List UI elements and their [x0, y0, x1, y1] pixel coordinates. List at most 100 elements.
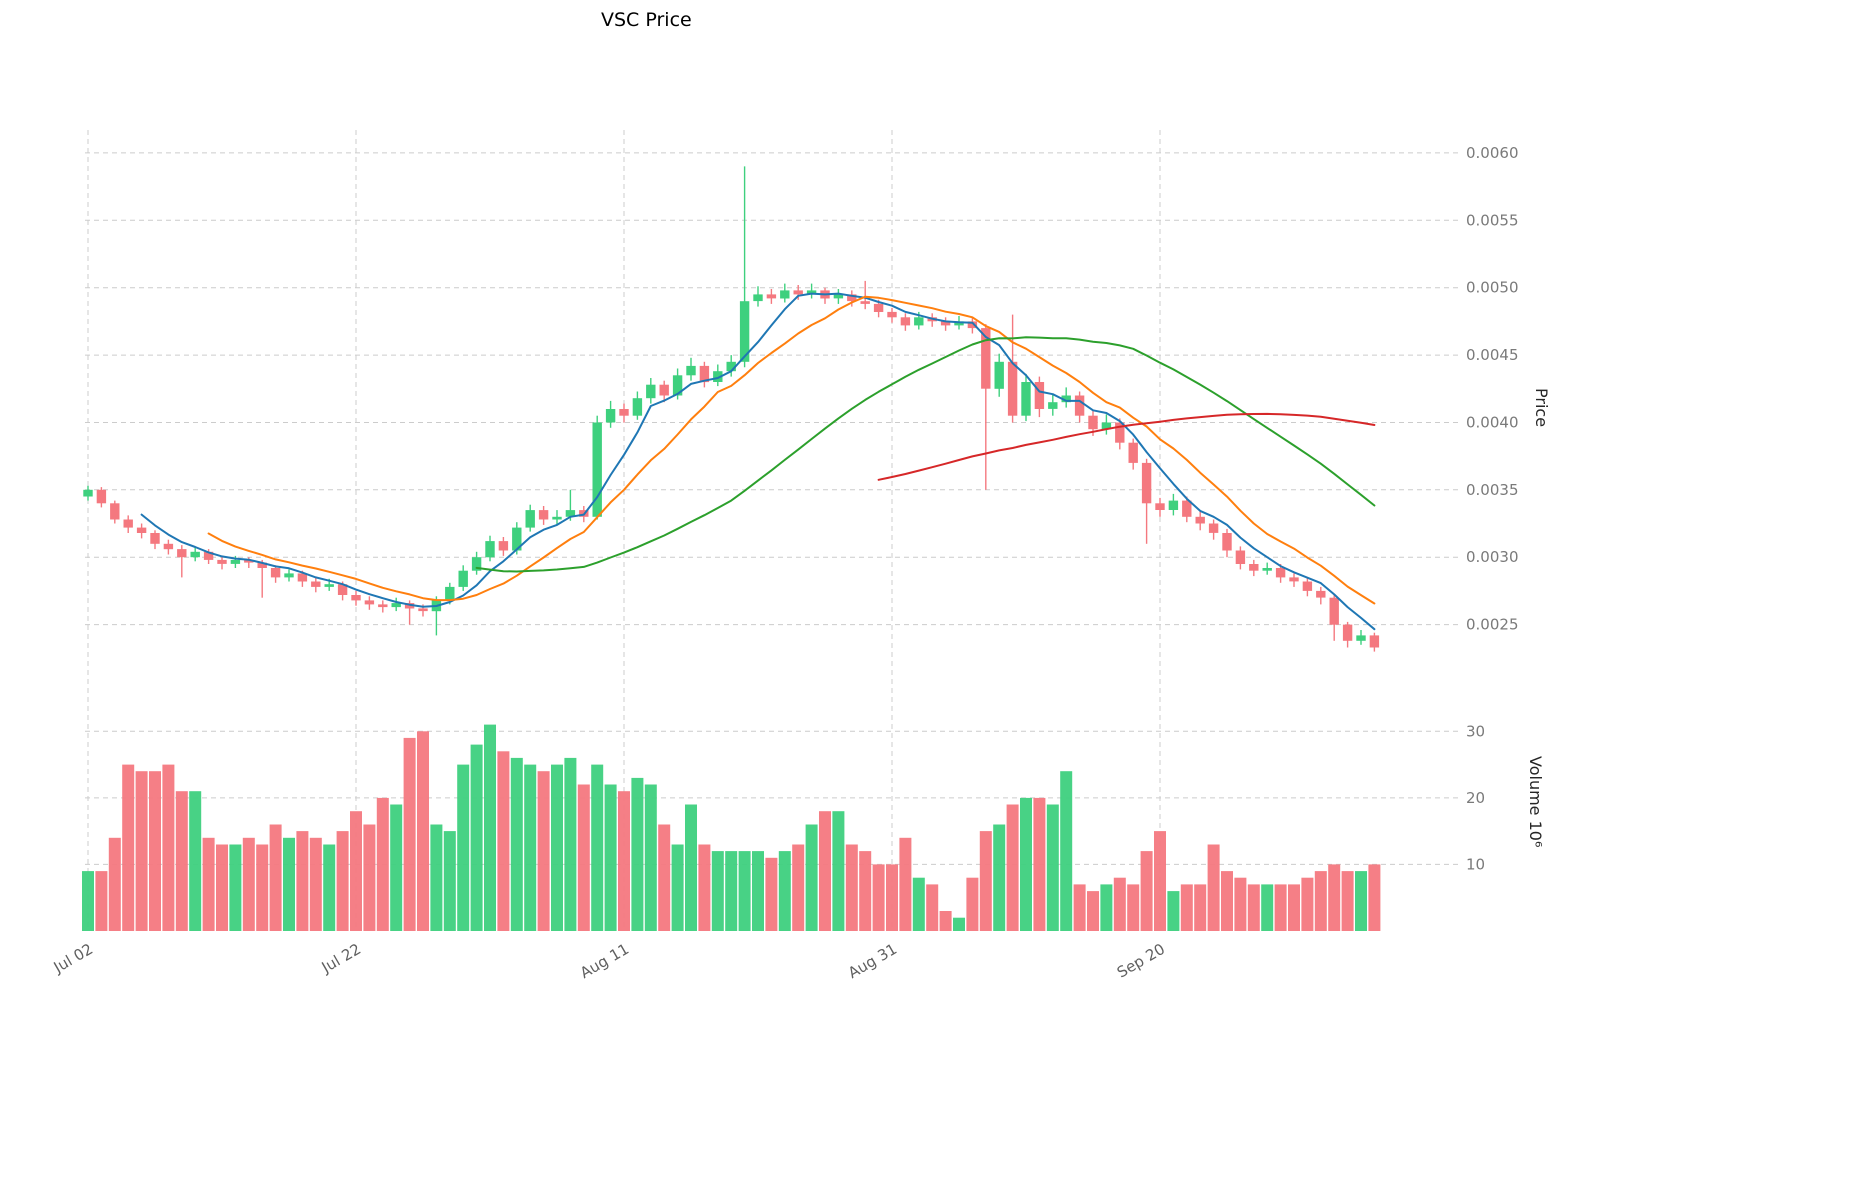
candle-body: [1275, 568, 1286, 578]
candle-body: [512, 527, 522, 551]
volume-bar: [845, 844, 858, 931]
ma-line-10: [207, 295, 1376, 605]
x-tick-label: Jul 02: [50, 940, 96, 977]
candle-body: [873, 303, 884, 312]
volume-bar: [1234, 877, 1247, 931]
volume-bar: [1113, 877, 1126, 931]
volume-bar: [1046, 804, 1059, 931]
volume-bar: [1073, 884, 1086, 931]
price-tick-label: 0.0035: [1466, 481, 1519, 499]
volume-bar: [979, 831, 992, 931]
volume-bar: [1127, 884, 1140, 931]
volume-bar: [135, 771, 148, 931]
candle-body: [525, 510, 535, 528]
volume-bar: [819, 811, 831, 931]
price-tick-label: 0.0040: [1466, 414, 1519, 432]
candle-body: [806, 290, 817, 295]
volume-bar: [1368, 864, 1381, 931]
volume-bar: [470, 744, 483, 931]
candle-body: [900, 317, 911, 326]
volume-bar: [82, 871, 94, 931]
volume-bar: [1180, 884, 1193, 931]
candle-body: [766, 294, 777, 299]
volume-bar: [939, 911, 952, 931]
volume-bar: [417, 731, 429, 931]
volume-bar: [953, 917, 965, 931]
volume-bar: [1328, 864, 1341, 931]
candle-body: [1262, 568, 1272, 571]
volume-bar: [993, 824, 1006, 931]
candle-body: [257, 562, 267, 568]
candle-body: [1249, 564, 1259, 571]
volume-bar: [912, 877, 925, 931]
candle-body: [981, 328, 991, 389]
candle-body: [833, 294, 844, 299]
volume-bar: [752, 851, 764, 931]
volume-bar: [1247, 884, 1260, 931]
x-tick-label: Jul 22: [318, 940, 364, 977]
volume-bar: [886, 864, 898, 931]
volume-bar: [309, 837, 322, 931]
volume-bar: [484, 724, 496, 931]
candle-body: [793, 290, 803, 295]
candle-body: [1329, 597, 1339, 625]
candle-body: [1208, 523, 1219, 533]
candle-body: [445, 586, 455, 601]
candle-body: [914, 317, 924, 326]
volume-bar: [1274, 884, 1287, 931]
volume-bar: [443, 831, 456, 931]
candle-body: [1141, 462, 1152, 504]
candle-body: [1289, 577, 1299, 582]
candle-body: [1235, 550, 1246, 564]
candle-body: [1061, 395, 1071, 403]
price-tick-label: 0.0060: [1466, 144, 1519, 162]
price-tick-label: 0.0050: [1466, 279, 1519, 297]
volume-bar: [403, 737, 416, 931]
candle-body: [177, 549, 187, 558]
volume-bar: [1060, 771, 1073, 931]
volume-bar: [216, 844, 228, 931]
candle-body: [244, 559, 254, 563]
volume-bar: [296, 831, 309, 931]
volume-bar: [1087, 891, 1099, 931]
volume-bar: [1140, 851, 1153, 931]
volume-bar: [108, 837, 121, 931]
volume-bar: [738, 851, 751, 931]
candle-body: [190, 551, 200, 558]
volume-bar: [698, 844, 711, 931]
price-tick-label: 0.0055: [1466, 211, 1519, 229]
candle-body: [270, 568, 281, 578]
volume-bar: [1261, 884, 1274, 931]
candle-body: [311, 581, 321, 587]
price-tick-labels: 0.0025 0.0030 0.0035 0.0040 0.0045 0.0050 0.00…: [1466, 144, 1519, 634]
price-tick-label: 0.0030: [1466, 548, 1519, 566]
candle-body: [1222, 533, 1232, 551]
volume-axis-label: Volume 10⁶: [1526, 756, 1545, 848]
volume-bar: [1207, 844, 1220, 931]
candle-body: [136, 527, 147, 533]
candle-body: [1048, 402, 1058, 409]
volume-bar: [510, 757, 523, 931]
volume-bar: [1314, 871, 1327, 931]
volume-bar: [899, 837, 912, 931]
candle-body: [1155, 503, 1165, 510]
candle-body: [1356, 635, 1366, 641]
candle-body: [739, 301, 750, 362]
volume-bar: [792, 844, 805, 931]
volume-bar: [1033, 797, 1046, 931]
candle-body: [284, 573, 294, 578]
volume-bar: [604, 784, 617, 931]
gridlines: [85, 130, 1458, 931]
volume-bar: [872, 864, 885, 931]
volume-bar: [1194, 884, 1207, 931]
price-tick-label: 0.0045: [1466, 346, 1519, 364]
candle-body: [672, 375, 683, 396]
moving-average-lines: [140, 292, 1376, 631]
volume-bar: [966, 877, 979, 931]
candle-body: [364, 600, 375, 605]
volume-bar: [376, 797, 389, 931]
volume-tick-label: 30: [1466, 722, 1485, 740]
candle-body: [726, 361, 736, 372]
candle-body: [1007, 361, 1018, 416]
